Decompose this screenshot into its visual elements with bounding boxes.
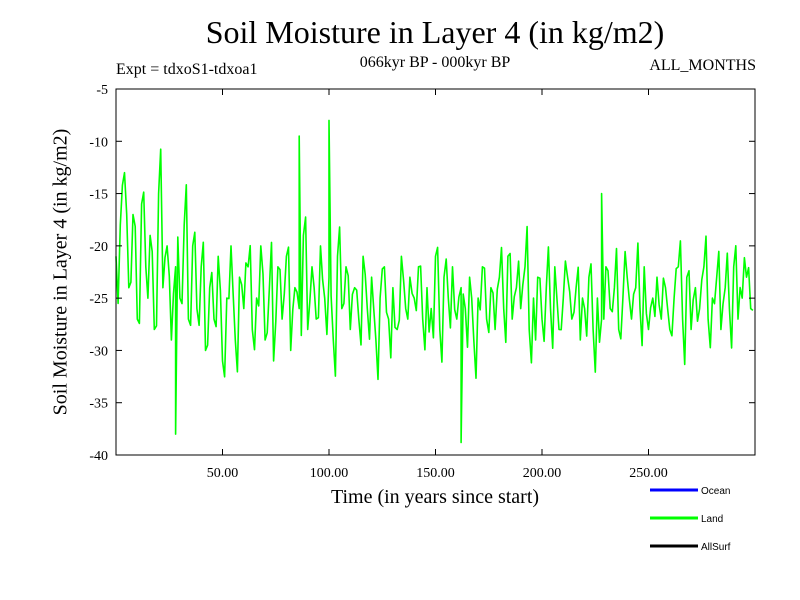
y-tick-label: -30 [89, 344, 108, 359]
legend-label-land: Land [701, 514, 723, 525]
series-layer [115, 119, 754, 444]
y-tick-label: -5 [96, 83, 108, 98]
x-tick-label: 100.00 [310, 466, 349, 481]
period-label: 066kyr BP - 000kyr BP [359, 54, 511, 71]
y-tick-label: -25 [89, 292, 108, 307]
experiment-label: Expt = tdxoS1-tdxoa1 [116, 61, 258, 78]
x-tick-label: 250.00 [629, 466, 668, 481]
y-tick-label: -40 [89, 449, 108, 464]
legend: Ocean Land AllSurf [650, 486, 731, 553]
y-tick-label: -10 [89, 135, 108, 150]
x-axis-label: Time (in years since start) [330, 486, 540, 508]
x-tick-label: 200.00 [523, 466, 562, 481]
x-tick-label: 150.00 [416, 466, 455, 481]
legend-label-ocean: Ocean [701, 486, 730, 497]
ticks-layer: -40 -35 -30 -25 -20 -15 -10 -5 50.00 100.00 150.00… [89, 83, 755, 481]
months-label: ALL_MONTHS [649, 57, 756, 74]
y-tick-label: -15 [89, 188, 108, 203]
legend-label-allsurf: AllSurf [701, 542, 731, 553]
y-tick-label: -20 [89, 240, 108, 255]
series-line-land [115, 119, 754, 444]
y-tick-label: -35 [89, 397, 108, 412]
chart-title: Soil Moisture in Layer 4 (in kg/m2) [205, 14, 665, 50]
x-tick-label: 50.00 [207, 466, 239, 481]
